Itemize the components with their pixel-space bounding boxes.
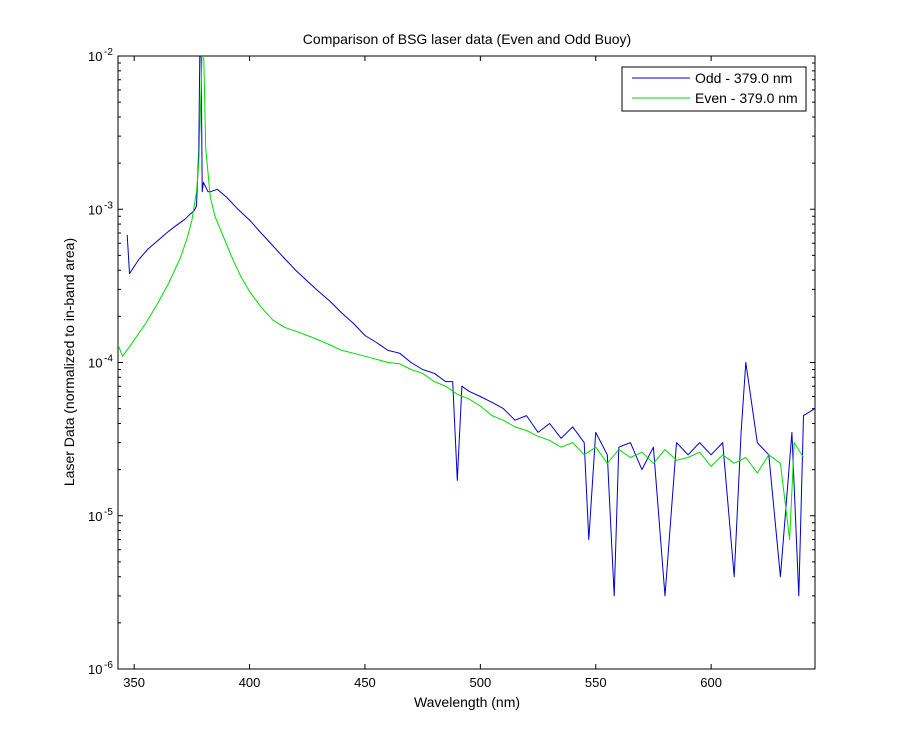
series-layer <box>118 56 815 597</box>
series-line-1 <box>118 56 804 540</box>
y-tick-label: 10 <box>88 509 102 524</box>
legend-label-even: Even - 379.0 nm <box>695 90 798 106</box>
legend-label-odd: Odd - 379.0 nm <box>695 70 792 86</box>
y-tick-label: 10 <box>88 202 102 217</box>
y-tick-label-exponent: -5 <box>104 507 113 518</box>
y-tick-label: 10 <box>88 49 102 64</box>
x-tick-label: 500 <box>469 675 491 690</box>
y-tick-label-exponent: -2 <box>104 47 113 58</box>
x-tick-label: 350 <box>123 675 145 690</box>
x-axis-label: Wavelength (nm) <box>414 694 520 710</box>
y-tick-label-exponent: -4 <box>104 354 113 365</box>
y-axis-ticks: 10-210-310-410-510-6 <box>88 47 815 677</box>
x-tick-label: 400 <box>239 675 261 690</box>
x-tick-label: 600 <box>700 675 722 690</box>
y-axis-label: Laser Data (normalized to in-band area) <box>61 238 77 486</box>
legend: Odd - 379.0 nm Even - 379.0 nm <box>621 66 807 112</box>
series-line-0 <box>126 56 815 597</box>
y-tick-label: 10 <box>88 356 102 371</box>
x-tick-label: 450 <box>354 675 376 690</box>
legend-box <box>621 66 807 112</box>
y-tick-label-exponent: -3 <box>104 200 113 211</box>
x-axis-ticks: 350 400 450 500 550 600 <box>123 56 722 690</box>
x-tick-label: 550 <box>585 675 607 690</box>
y-tick-label: 10 <box>88 662 102 677</box>
plot-area <box>117 55 816 670</box>
chart-title: Comparison of BSG laser data (Even and O… <box>303 31 631 47</box>
y-tick-label-exponent: -6 <box>104 660 113 671</box>
